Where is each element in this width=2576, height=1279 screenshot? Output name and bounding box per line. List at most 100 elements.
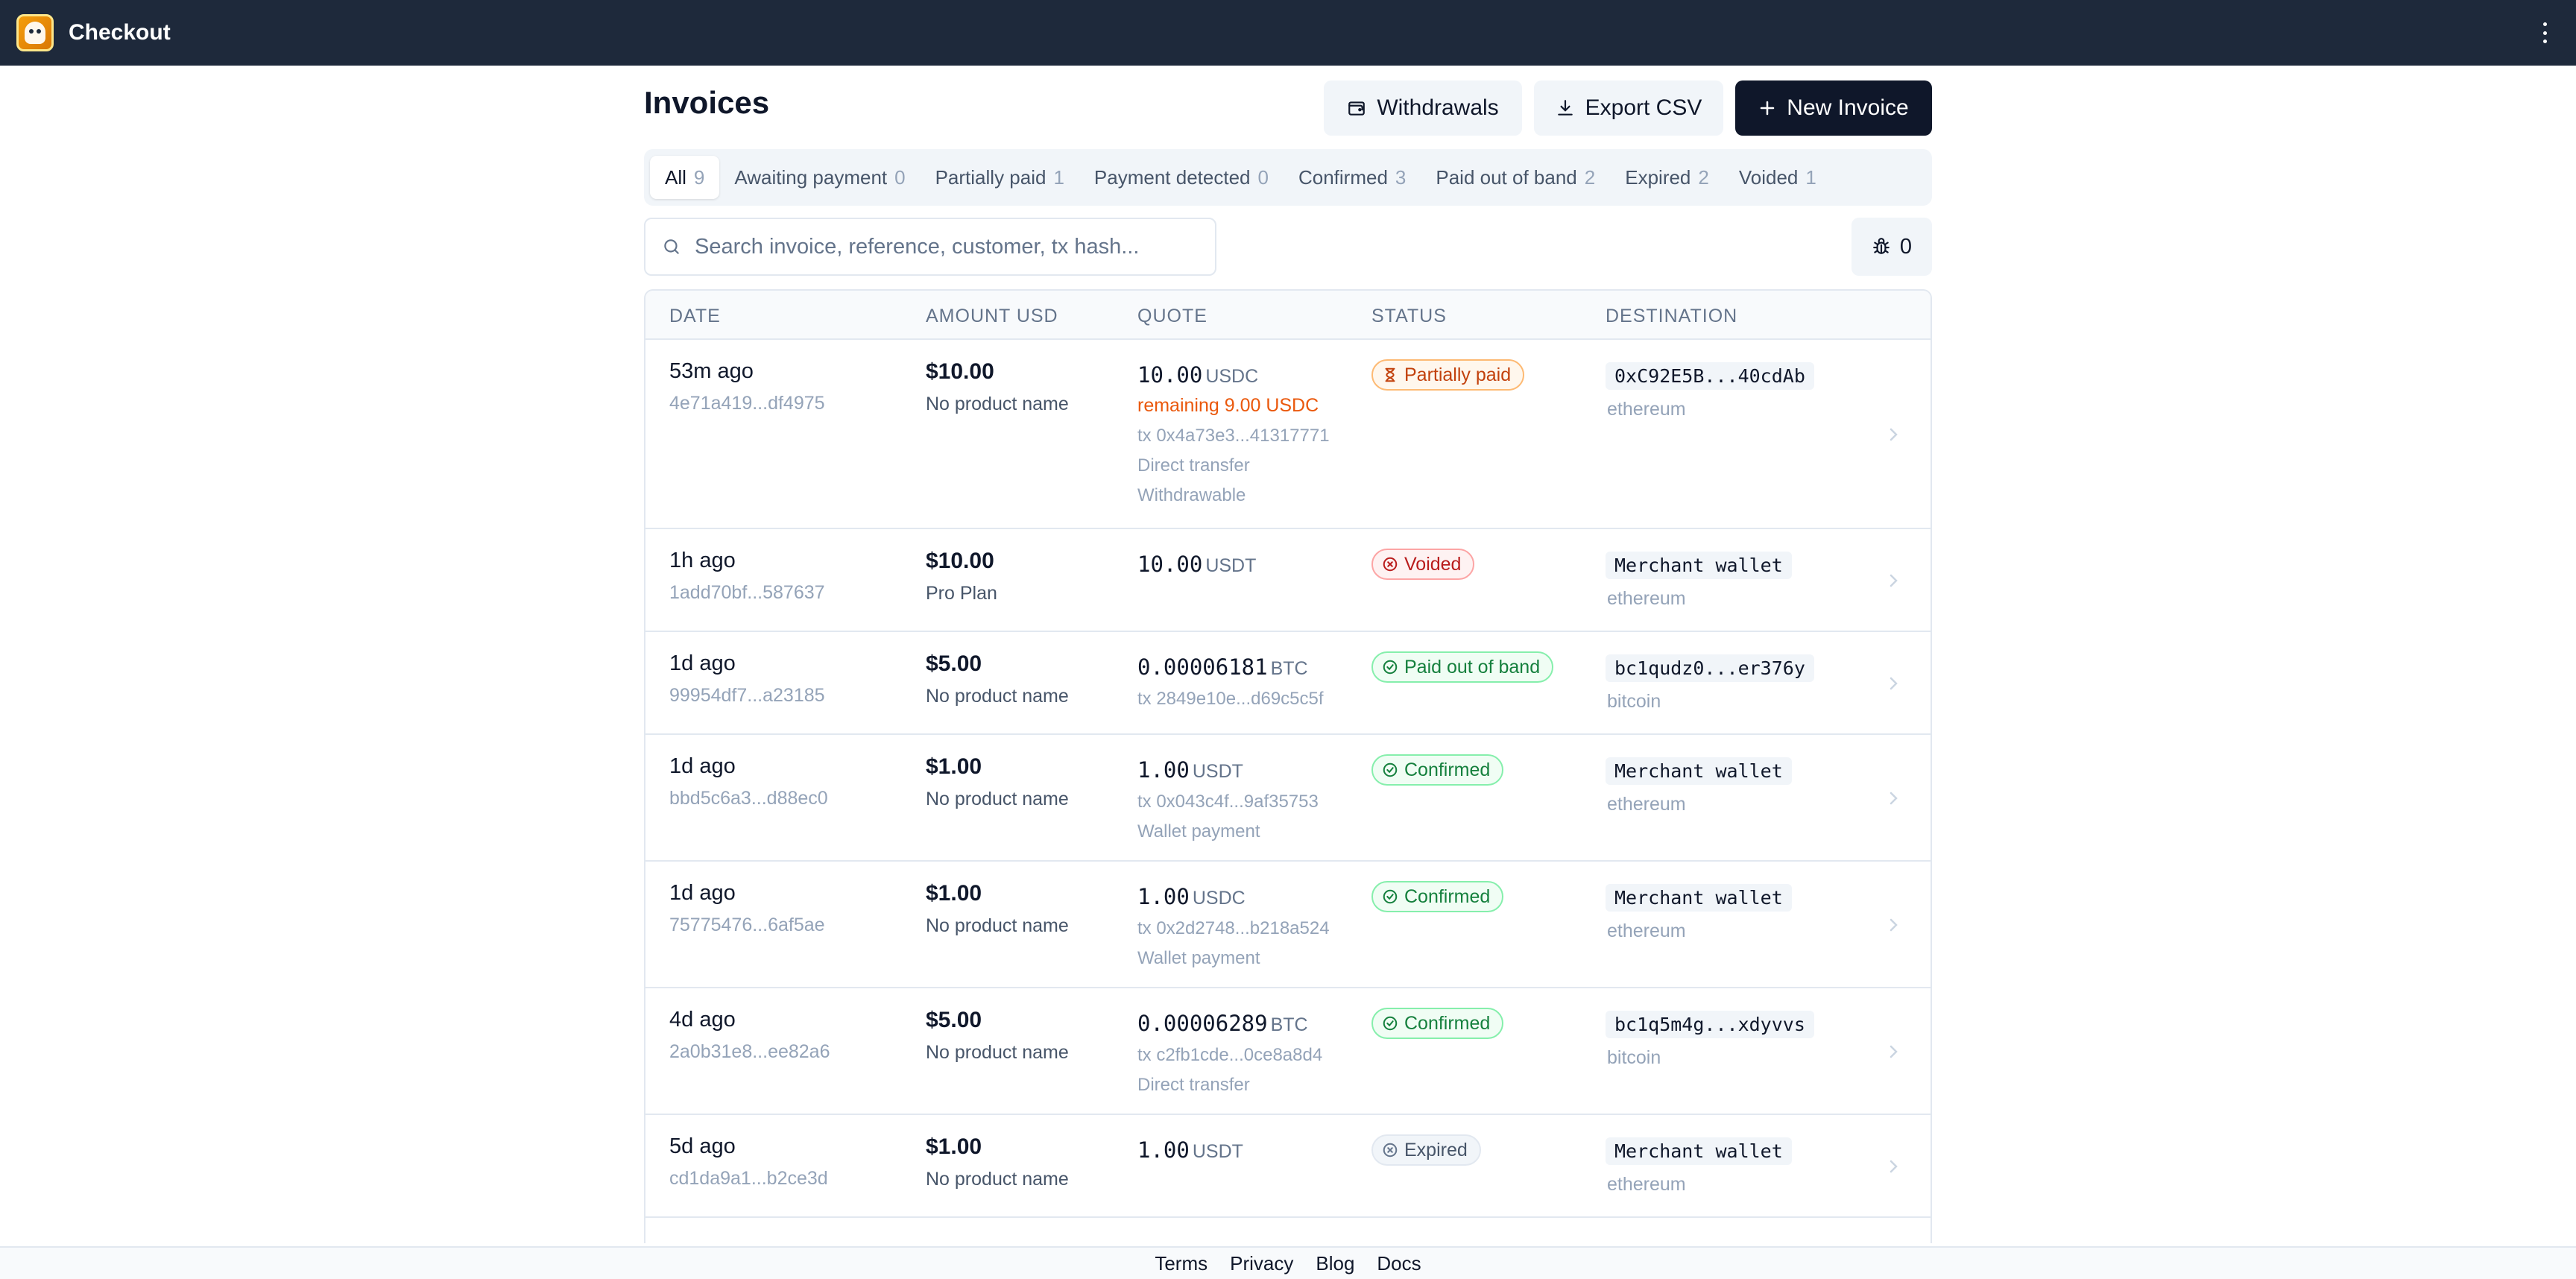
chevron-right-icon — [1890, 428, 1898, 441]
table-row[interactable]: 1d ago 99954df7...a23185 $5.00 No produc… — [645, 632, 1931, 735]
destination-network: ethereum — [1607, 588, 1686, 609]
status-cell: Confirmed — [1371, 881, 1504, 912]
invoice-id: 1add70bf...587637 — [669, 582, 825, 603]
table-row[interactable]: 1d ago 75775476...6af5ae $1.00 No produc… — [645, 862, 1931, 988]
search-input[interactable] — [695, 234, 1187, 259]
destination-address: Merchant wallet — [1606, 757, 1792, 785]
quote-value: 10.00 — [1137, 552, 1203, 577]
product-name: No product name — [926, 789, 1069, 809]
debug-button[interactable]: 0 — [1852, 218, 1932, 276]
tx-hash: tx 0x4a73e3...41317771 — [1137, 426, 1330, 446]
invoice-id: 75775476...6af5ae — [669, 915, 825, 935]
footer: Terms Privacy Blog Docs — [0, 1246, 2576, 1279]
destination-cell: Merchant wallet ethereum — [1606, 884, 1792, 942]
tab-count: 2 — [1584, 165, 1596, 189]
quote-currency: BTC — [1270, 1014, 1308, 1035]
status-label: Paid out of band — [1404, 656, 1541, 678]
amount-usd: $1.00 — [926, 754, 982, 779]
tab-count: 0 — [894, 165, 906, 189]
column-header-destination: DESTINATION — [1606, 306, 1738, 326]
tab-label: Awaiting payment — [734, 165, 888, 189]
quote-currency: USDT — [1192, 761, 1243, 782]
destination-network: ethereum — [1607, 399, 1686, 420]
quote-amount: 1.00 USDT — [1137, 757, 1319, 783]
destination-address: Merchant wallet — [1606, 1137, 1792, 1165]
destination-address: bc1qudz0...er376y — [1606, 654, 1814, 682]
debug-count: 0 — [1899, 234, 1913, 259]
table-row[interactable]: 4d ago 2a0b31e8...ee82a6 $5.00 No produc… — [645, 988, 1931, 1115]
status-label: Partially paid — [1404, 364, 1512, 385]
payment-method: Direct transfer — [1137, 455, 1250, 476]
column-header-date: DATE — [669, 306, 721, 326]
invoice-id: cd1da9a1...b2ce3d — [669, 1168, 828, 1189]
invoice-age: 4d ago — [669, 1008, 736, 1032]
new-invoice-button[interactable]: New Invoice — [1735, 80, 1932, 136]
quote-currency: USDC — [1205, 366, 1259, 387]
table-row[interactable]: 1h ago 1add70bf...587637 $10.00 Pro Plan… — [645, 529, 1931, 632]
status-label: Expired — [1404, 1139, 1468, 1160]
table-row[interactable]: 53m ago 4e71a419...df4975 $10.00 No prod… — [645, 340, 1931, 529]
product-name: No product name — [926, 1169, 1069, 1190]
quote-cell: 1.00 USDC tx 0x2d2748...b218a524 Wallet p… — [1137, 884, 1330, 969]
x-circle-icon — [1383, 557, 1398, 572]
blog-link[interactable]: Blog — [1316, 1251, 1355, 1275]
chevron-right-icon — [1890, 792, 1898, 805]
amount-cell: $5.00 No product name — [926, 1008, 1069, 1064]
export-csv-button[interactable]: Export CSV — [1534, 80, 1723, 136]
tab-partially-paid[interactable]: Partially paid 1 — [921, 156, 1079, 199]
tab-expired[interactable]: Expired 2 — [1610, 156, 1724, 199]
status-cell: Confirmed — [1371, 1008, 1504, 1039]
quote-currency: USDT — [1192, 1141, 1243, 1162]
tab-confirmed[interactable]: Confirmed 3 — [1284, 156, 1421, 199]
terms-link[interactable]: Terms — [1155, 1251, 1208, 1275]
amount-cell: $5.00 No product name — [926, 651, 1069, 707]
table-header: DATE AMOUNT USD QUOTE STATUS DESTINATION — [645, 291, 1931, 340]
tab-all[interactable]: All 9 — [650, 156, 720, 199]
tab-paid-out-of-band[interactable]: Paid out of band 2 — [1421, 156, 1610, 199]
remaining-amount: remaining 9.00 USDC — [1137, 395, 1319, 416]
invoice-id: bbd5c6a3...d88ec0 — [669, 788, 828, 809]
invoice-age: 1d ago — [669, 754, 736, 778]
app-logo[interactable] — [16, 14, 54, 51]
quote-cell: 10.00 USDC remaining 9.00 USDC tx 0x4a73e… — [1137, 362, 1330, 506]
quote-currency: BTC — [1270, 658, 1308, 679]
amount-cell: $1.00 No product name — [926, 881, 1069, 937]
date-cell: 1d ago 99954df7...a23185 — [669, 651, 825, 707]
more-menu-icon[interactable] — [2542, 22, 2548, 43]
tab-count: 3 — [1395, 165, 1407, 189]
docs-link[interactable]: Docs — [1377, 1251, 1421, 1275]
tab-payment-detected[interactable]: Payment detected 0 — [1079, 156, 1284, 199]
quote-value: 1.00 — [1137, 757, 1190, 783]
status-cell: Expired — [1371, 1134, 1481, 1166]
amount-usd: $5.00 — [926, 1008, 982, 1032]
chevron-right-icon — [1890, 574, 1898, 587]
invoice-id: 99954df7...a23185 — [669, 685, 825, 706]
column-header-status: STATUS — [1371, 306, 1447, 326]
quote-amount: 0.00006181 BTC — [1137, 654, 1324, 680]
destination-cell: Merchant wallet ethereum — [1606, 552, 1792, 610]
tab-label: Paid out of band — [1436, 165, 1577, 189]
tab-label: Payment detected — [1093, 165, 1251, 189]
tab-awaiting-payment[interactable]: Awaiting payment 0 — [719, 156, 920, 199]
status-badge: Paid out of band — [1371, 651, 1554, 683]
amount-usd: $10.00 — [926, 359, 994, 384]
tab-voided[interactable]: Voided 1 — [1724, 156, 1831, 199]
status-cell: Paid out of band — [1371, 651, 1554, 683]
tx-hash: tx c2fb1cde...0ce8a8d4 — [1137, 1045, 1323, 1065]
date-cell: 5d ago cd1da9a1...b2ce3d — [669, 1134, 828, 1190]
hourglass-icon — [1385, 367, 1395, 382]
chevron-right-icon — [1890, 1045, 1898, 1058]
table-row[interactable]: 1d ago bbd5c6a3...d88ec0 $1.00 No produc… — [645, 735, 1931, 862]
quote-amount: 0.00006289 BTC — [1137, 1011, 1322, 1036]
withdrawals-label: Withdrawals — [1377, 95, 1499, 120]
destination-cell: bc1qudz0...er376y bitcoin — [1606, 654, 1814, 713]
destination-address: Merchant wallet — [1606, 884, 1792, 912]
product-name: No product name — [926, 1042, 1069, 1063]
destination-cell: Merchant wallet ethereum — [1606, 1137, 1792, 1196]
new-invoice-label: New Invoice — [1787, 95, 1909, 120]
table-row[interactable]: 5d ago cd1da9a1...b2ce3d $1.00 No produc… — [645, 1115, 1931, 1218]
quote-currency: USDT — [1205, 555, 1257, 576]
privacy-link[interactable]: Privacy — [1230, 1251, 1294, 1275]
tx-hash: tx 0x043c4f...9af35753 — [1137, 792, 1319, 812]
withdrawals-button[interactable]: Withdrawals — [1324, 80, 1522, 136]
